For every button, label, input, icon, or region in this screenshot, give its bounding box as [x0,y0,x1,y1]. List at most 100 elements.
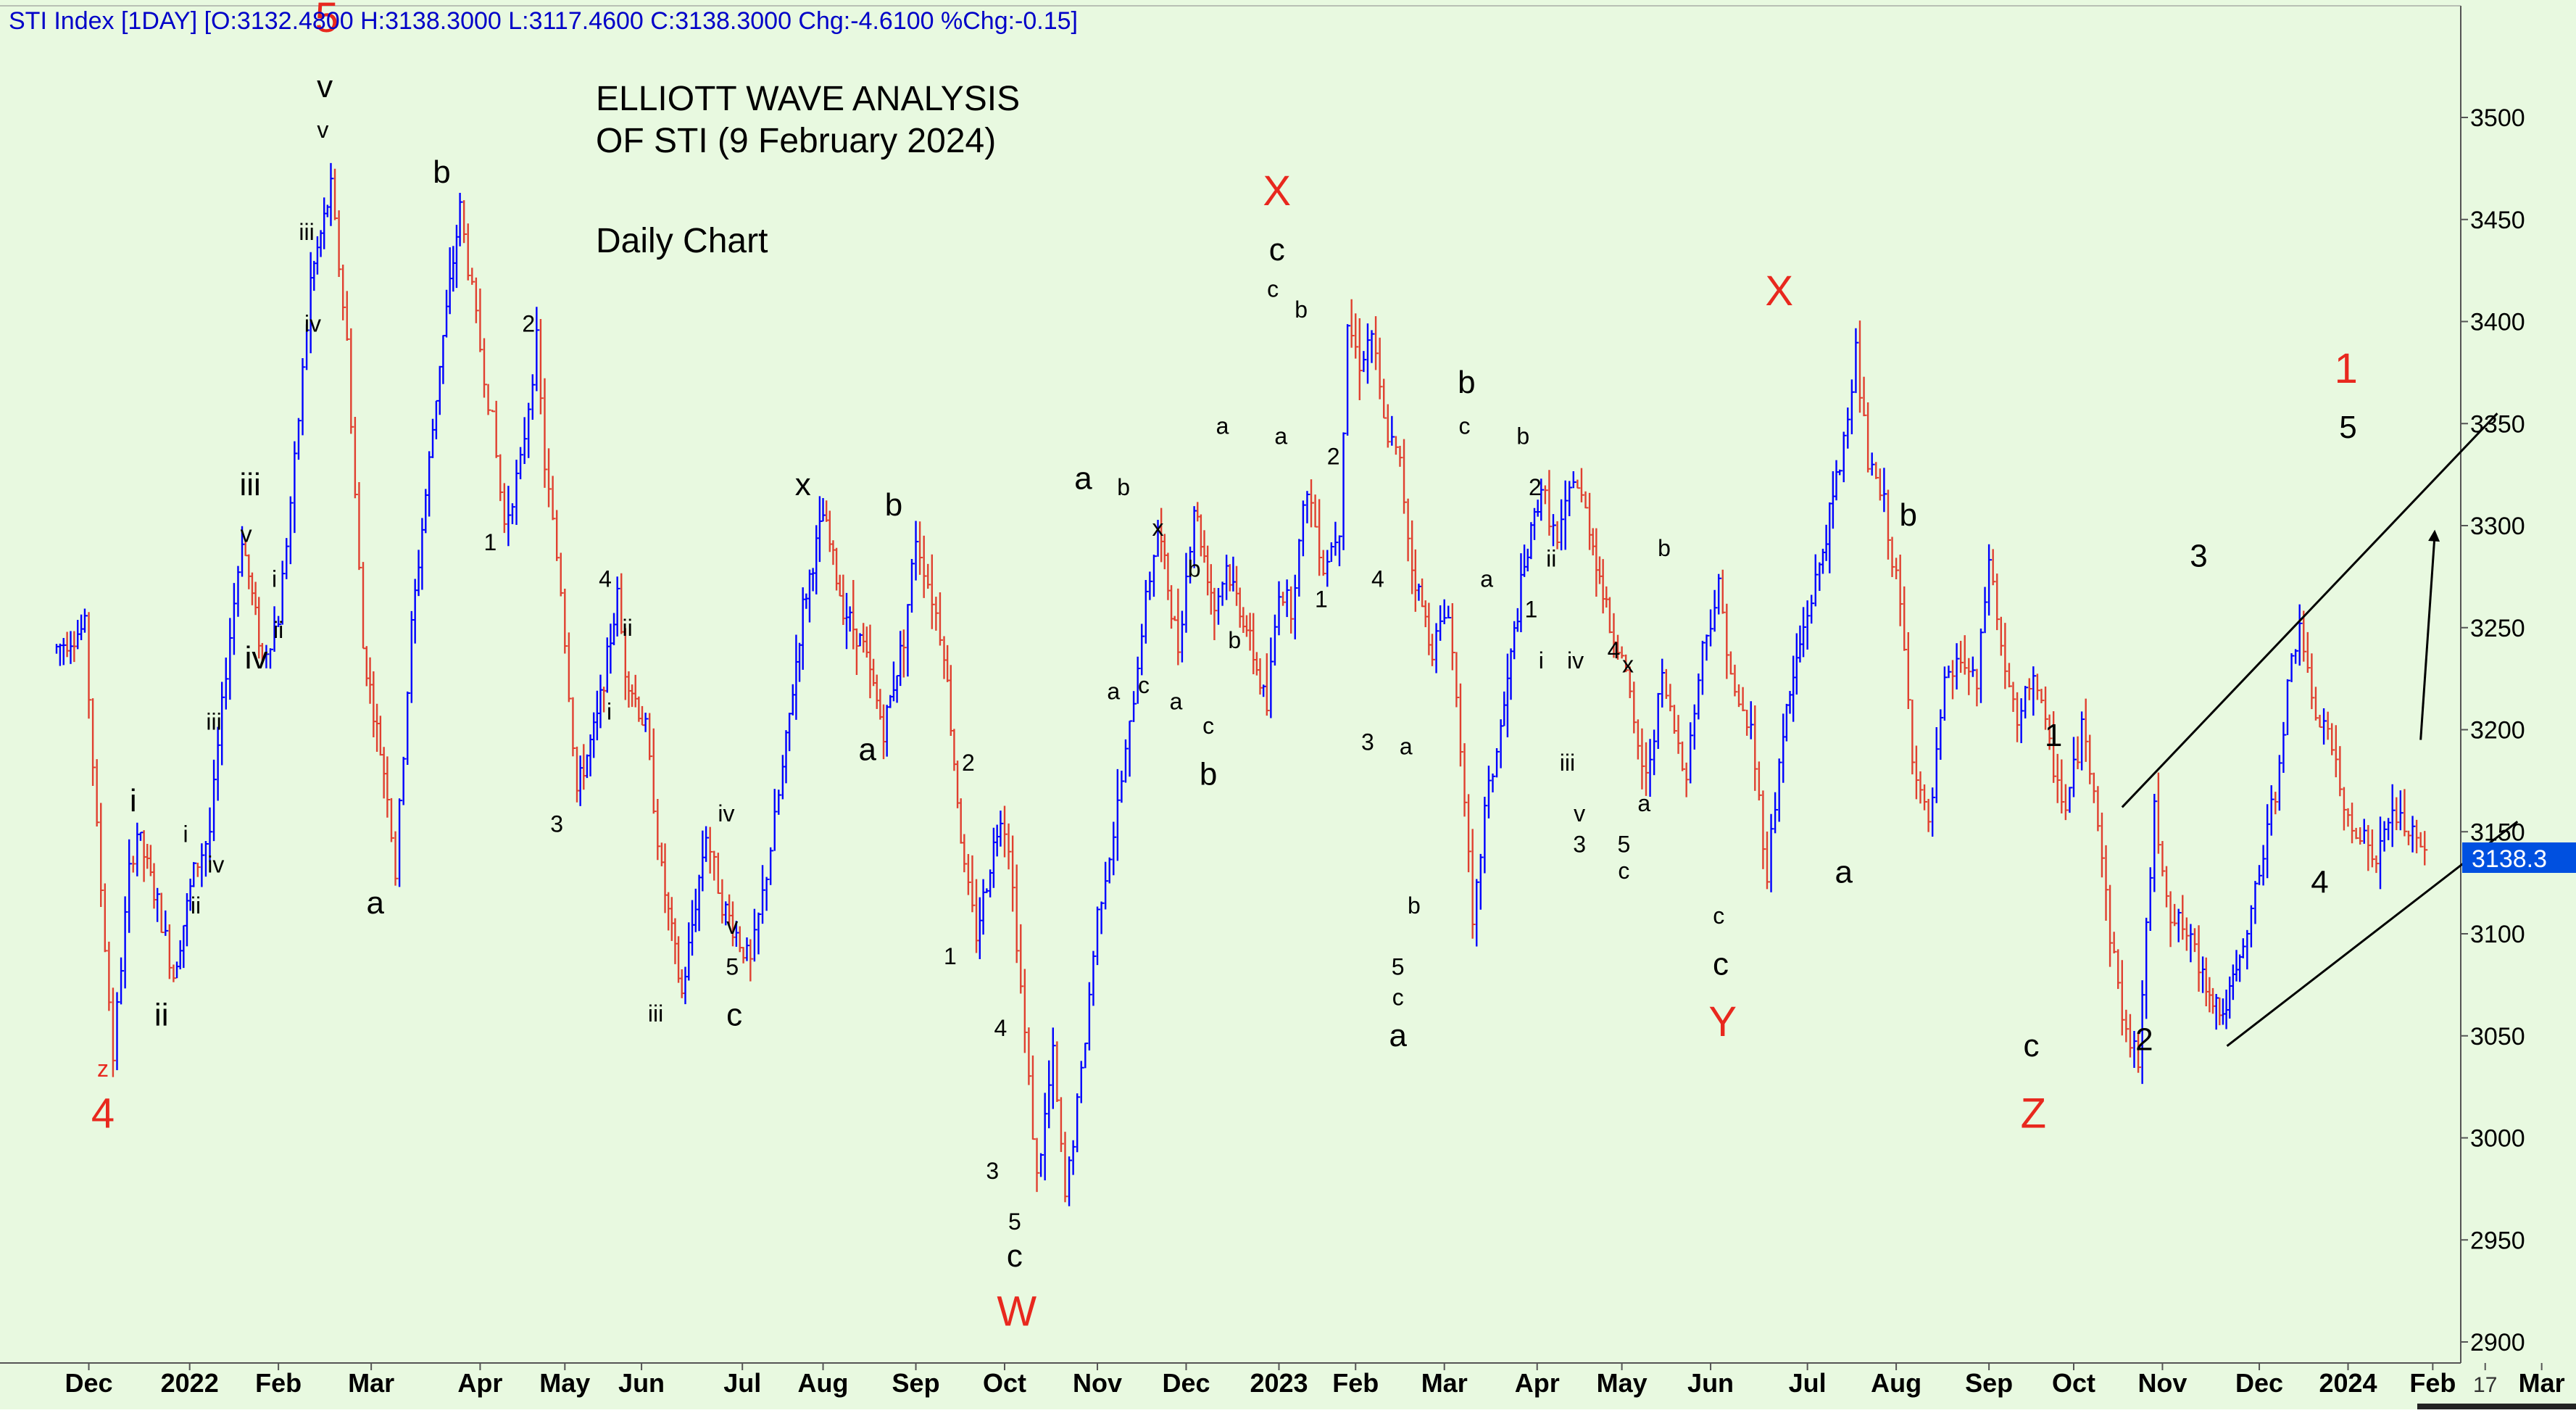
x-tick-label: Dec [65,1368,113,1398]
wave-label: c [1713,903,1724,929]
wave-label: c [1269,232,1285,268]
chart-header: STI Index [1DAY] [O:3132.4800 H:3138.300… [9,7,1078,35]
wave-label: iii [299,219,314,245]
wave-label: 2 [522,311,535,337]
wave-label: X [1765,268,1793,315]
date-axis-panel [0,1363,2461,1409]
y-tick-label: 3000 [2470,1125,2525,1153]
wave-label: 5 [1392,953,1405,979]
x-tick-label: Mar [1421,1368,1468,1398]
wave-label: c [726,998,742,1033]
wave-label: b [1228,627,1241,653]
wave-label: 3 [1361,729,1374,755]
wave-label: 1 [1315,587,1328,613]
wave-label: a [1480,565,1493,592]
wave-label: iv [1567,647,1584,674]
y-tick-label: 3500 [2470,104,2525,132]
wave-label: x [1622,652,1634,678]
wave-label: i [1539,647,1544,674]
wave-label: 3 [986,1158,999,1184]
projection-arrow-head [2428,529,2440,542]
wave-label: iii [240,467,261,502]
y-tick-label: 3050 [2470,1023,2525,1051]
wave-label: ii [154,998,169,1033]
chart-title-line-2: OF STI (9 February 2024) [596,122,996,160]
wave-label: 2 [962,750,975,776]
wave-label: v [726,913,738,939]
y-tick-label: 3200 [2470,717,2525,745]
wave-label: 4 [1608,637,1621,663]
wave-label: a [859,732,877,768]
wave-label: v [317,69,333,104]
x-tick-label: May [539,1368,590,1398]
wave-label: iii [1560,750,1575,776]
wave-label: i [183,821,188,847]
x-tick-label: Mar [348,1368,394,1398]
wave-label: 5 [2339,410,2356,445]
wave-label: 4 [91,1090,115,1137]
wave-label: b [1900,497,1917,533]
wave-label: iii [206,709,221,735]
wave-label: iv [245,640,268,676]
x-tick-label: Jul [723,1368,761,1398]
wave-label: c [2024,1028,2040,1064]
y-tick-label: 3300 [2470,513,2525,540]
wave-label: c [1713,946,1729,982]
x-tick-label: 2022 [161,1368,219,1398]
wave-label: 5 [726,953,739,979]
y-tick-label: 3450 [2470,207,2525,234]
upper-trend-line [2121,413,2498,808]
x-tick-label: Feb [1332,1368,1379,1398]
last-price-tag-bg [2462,842,2576,873]
wave-label: 1 [2335,345,2358,392]
wave-label: 2 [1327,444,1340,470]
wave-label: 1 [944,943,957,969]
wave-label: 3 [550,811,563,837]
x-tick-label: Feb [2409,1368,2456,1398]
bottom-scroll-stub[interactable] [2417,1404,2576,1409]
wave-label: b [1408,892,1421,919]
wave-label: 3 [2190,538,2207,573]
wave-label: v [1574,800,1585,826]
wave-label: b [1188,555,1201,581]
wave-label: 4 [2311,865,2328,900]
wave-label: 4 [599,565,612,592]
wave-label: a [1216,413,1229,439]
x-tick-label: Sep [892,1368,940,1398]
wave-label: c [1202,713,1214,739]
wave-label: iv [207,852,224,878]
projection-arrow-shaft [2419,534,2436,740]
chart-title-line-1: ELLIOTT WAVE ANALYSIS [596,80,1020,118]
x-tick-label: Jun [1687,1368,1734,1398]
y-tick-label: 2950 [2470,1227,2525,1254]
plot-background [0,0,2461,1363]
wave-label: 3 [1573,831,1586,857]
wave-label: 1 [2045,718,2062,753]
wave-label: ii [191,892,201,919]
wave-label: i [272,565,277,592]
wave-label: z [97,1056,109,1082]
wave-label: 5 [1617,831,1630,857]
wave-label: W [997,1288,1036,1335]
wave-label: x [795,467,811,502]
wave-label: b [1516,423,1529,449]
x-tick-label: Aug [798,1368,849,1398]
x-tick-label: Aug [1871,1368,1921,1398]
wave-label: 4 [1371,565,1384,592]
wave-label: v [317,117,328,143]
wave-label: 2 [1529,474,1542,500]
wave-label: 1 [483,529,496,555]
wave-label: v [241,521,252,547]
x-tick-label: Mar [2519,1368,2565,1398]
wave-label: iii [648,1000,663,1027]
wave-label: b [1117,474,1130,500]
wave-label: c [1007,1238,1023,1274]
x-tick-label: Dec [2235,1368,2283,1398]
wave-label: c [1138,672,1150,698]
x-tick-label: Dec [1162,1368,1210,1398]
wave-label: ii [622,615,632,641]
chart-subtitle: Daily Chart [596,222,768,260]
wave-label: a [1170,688,1183,714]
x-tick-label: Nov [1073,1368,1122,1398]
